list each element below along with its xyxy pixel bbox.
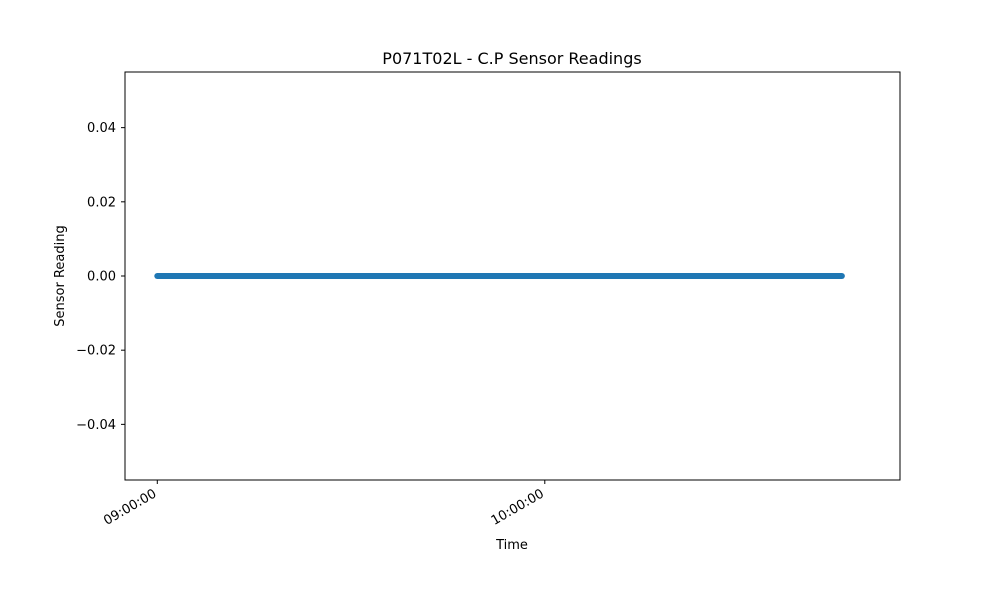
y-tick-label: 0.00 [87,270,116,285]
x-axis-label: Time [495,538,528,553]
chart-title: P071T02L - C.P Sensor Readings [382,49,641,68]
y-tick-label: 0.02 [87,195,116,210]
y-tick-label: −0.02 [76,344,116,359]
y-axis-label: Sensor Reading [53,225,68,326]
y-tick-label: −0.04 [76,418,116,433]
y-tick-label: 0.04 [87,121,116,136]
